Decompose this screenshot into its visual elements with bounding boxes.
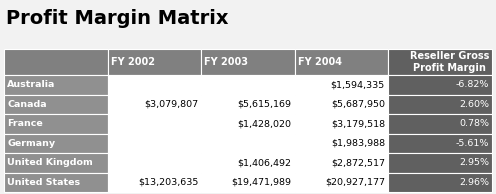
Text: $19,471,989: $19,471,989 [232,178,292,187]
Text: $5,615,169: $5,615,169 [238,100,292,109]
Bar [388,133,492,153]
Text: -5.61%: -5.61% [456,139,489,148]
Text: $1,428,020: $1,428,020 [238,119,292,128]
Bar [295,172,388,192]
Bar [295,114,388,133]
Text: $2,872,517: $2,872,517 [331,158,385,167]
Text: $3,179,518: $3,179,518 [331,119,385,128]
Text: 2.95%: 2.95% [459,158,489,167]
Bar [201,114,295,133]
Bar [4,172,108,192]
Text: $20,927,177: $20,927,177 [325,178,385,187]
Bar [388,114,492,133]
Bar [4,94,108,114]
Text: FY 2003: FY 2003 [204,57,248,67]
Bar [388,75,492,94]
Bar [295,153,388,172]
Bar [108,114,201,133]
Bar [388,94,492,114]
Bar [108,75,201,94]
Bar [201,153,295,172]
Bar [108,172,201,192]
Bar [388,49,492,75]
Text: 2.60%: 2.60% [459,100,489,109]
Text: France: France [7,119,43,128]
Bar [4,114,108,133]
Bar [295,133,388,153]
Text: United States: United States [7,178,80,187]
Bar [388,153,492,172]
Bar [295,94,388,114]
Text: Germany: Germany [7,139,55,148]
Text: Australia: Australia [7,80,56,89]
Bar [4,75,108,94]
Text: Profit Margin Matrix: Profit Margin Matrix [6,9,229,28]
Text: -6.82%: -6.82% [456,80,489,89]
Bar [108,49,201,75]
Bar [108,94,201,114]
Bar [4,153,108,172]
Bar [201,133,295,153]
Bar [4,133,108,153]
Text: FY 2004: FY 2004 [298,57,342,67]
Text: FY 2002: FY 2002 [111,57,155,67]
Text: Reseller Gross
Profit Margin: Reseller Gross Profit Margin [410,51,489,73]
Bar [108,153,201,172]
Text: 2.96%: 2.96% [459,178,489,187]
Bar [4,49,108,75]
Bar [295,75,388,94]
Text: $1,594,335: $1,594,335 [331,80,385,89]
Text: United Kingdom: United Kingdom [7,158,93,167]
Text: $5,687,950: $5,687,950 [331,100,385,109]
Bar [201,94,295,114]
Text: $1,406,492: $1,406,492 [238,158,292,167]
Text: $3,079,807: $3,079,807 [144,100,198,109]
Text: 0.78%: 0.78% [459,119,489,128]
Text: $13,203,635: $13,203,635 [138,178,198,187]
Bar [201,75,295,94]
Text: $1,983,988: $1,983,988 [331,139,385,148]
Bar [108,133,201,153]
Text: Canada: Canada [7,100,47,109]
Bar [201,172,295,192]
Bar [201,49,295,75]
Bar [388,172,492,192]
Bar [295,49,388,75]
